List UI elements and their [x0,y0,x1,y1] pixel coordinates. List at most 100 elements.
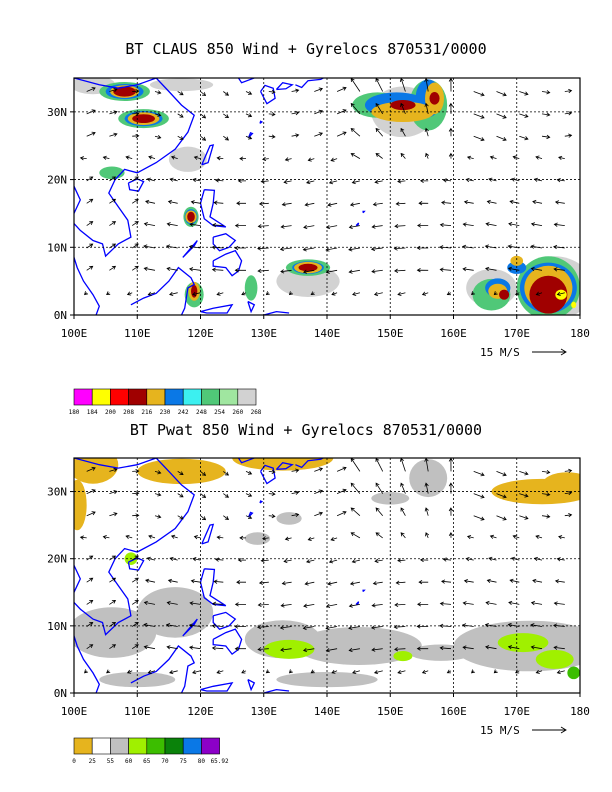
wind-arrow [439,601,452,606]
wind-arrow [327,202,338,207]
wind-arrow [371,224,383,229]
coastline-14 [237,78,256,84]
wind-arrow [177,91,184,96]
colorbar-label-7: 248 [196,409,207,416]
wind-arrow [223,493,230,498]
wind-arrow [280,224,292,229]
wind-arrow [439,623,452,629]
coastline-4 [127,178,145,192]
wind-arrow [328,559,338,564]
wind-arrow [417,223,429,228]
coastline-2 [74,223,101,315]
wind-arrow [484,244,497,249]
wind-arrow [109,622,117,627]
wind-arrow [425,532,430,539]
reference-vector-arrow [532,348,567,356]
wind-arrow [473,515,485,521]
wind-arrow [143,244,156,249]
wind-arrow [291,512,300,517]
wind-arrow [177,135,184,140]
x-tick-label: 150E [377,705,404,718]
wind-arrow [400,507,406,516]
wind-arrow [350,482,361,494]
wind-arrow [189,645,201,650]
wind-arrow [530,600,543,606]
wind-arrow [132,133,140,139]
wind-arrow [302,647,315,653]
wind-arrow [397,291,406,296]
wind-arrow [371,603,383,608]
wind-arrow [216,669,224,674]
wind-arrow [331,669,338,674]
wind-arrow [131,265,139,271]
field-blob-4-6 [298,263,318,272]
wind-arrow [418,201,429,206]
wind-arrow [154,112,162,117]
wind-arrow [515,669,520,674]
wind-arrow [143,222,156,227]
coastline-7 [212,611,237,630]
wind-arrow [441,579,452,584]
coastline-18 [247,511,254,518]
coastline-21 [362,210,366,214]
field-blob-0-3 [168,146,207,172]
wind-arrow [465,177,474,183]
wind-arrow [314,109,324,115]
wind-arrow [336,511,347,517]
y-tick-label: 0N [54,687,67,700]
coastline-2 [74,602,101,693]
x-tick-label: 120E [187,705,214,718]
wind-arrow [268,134,276,139]
coastline-0 [74,458,158,469]
coastline-16 [275,461,294,471]
wind-arrow [214,178,224,183]
field-blob-5-1 [571,301,577,309]
wind-arrow [132,469,140,474]
x-tick-label: 120E [187,327,214,340]
wind-arrow [109,265,117,271]
wind-arrow [330,536,338,542]
wind-arrow [330,157,338,162]
wind-arrow [395,201,406,206]
wind-arrow [223,91,230,96]
wind-arrow [147,669,156,675]
wind-arrow [260,179,269,184]
colorbar-label-3: 208 [123,409,134,416]
wind-arrow [188,623,201,628]
coastline-16 [275,81,294,91]
wind-arrow [131,599,139,605]
wind-arrow [170,534,178,539]
wind-arrow [131,198,139,204]
wind-arrow [257,602,269,608]
wind-arrow [325,269,338,274]
field-blob-0-1 [74,479,87,531]
wind-arrow [212,222,224,228]
wind-arrow [125,534,133,539]
colorbar-label-0: 0 [72,758,76,765]
wind-arrow [425,152,430,159]
grid [74,78,580,315]
wind-arrow [556,670,565,675]
wind-arrow [169,670,178,675]
wind-arrow [131,577,139,583]
wind-arrow [448,482,454,494]
wind-arrow [314,87,324,92]
colorbar-swatch-8 [219,388,239,406]
field-shading [74,458,580,688]
x-tick-label: 160E [440,705,467,718]
wind-arrow [239,535,246,541]
wind-arrow [336,109,347,115]
wind-arrow [371,647,383,652]
wind-arrow [348,647,360,653]
wind-arrow [234,245,246,251]
wind-arrow [257,268,269,274]
wind-arrow [533,556,543,561]
wind-arrow [331,291,338,296]
wind-arrow [288,291,293,296]
x-tick-label: 100E [61,327,88,340]
wind-arrow [109,599,117,605]
wind-arrow [167,199,178,205]
wind-arrow [348,603,360,608]
wind-arrow [325,603,338,608]
coastline-20 [355,222,360,227]
